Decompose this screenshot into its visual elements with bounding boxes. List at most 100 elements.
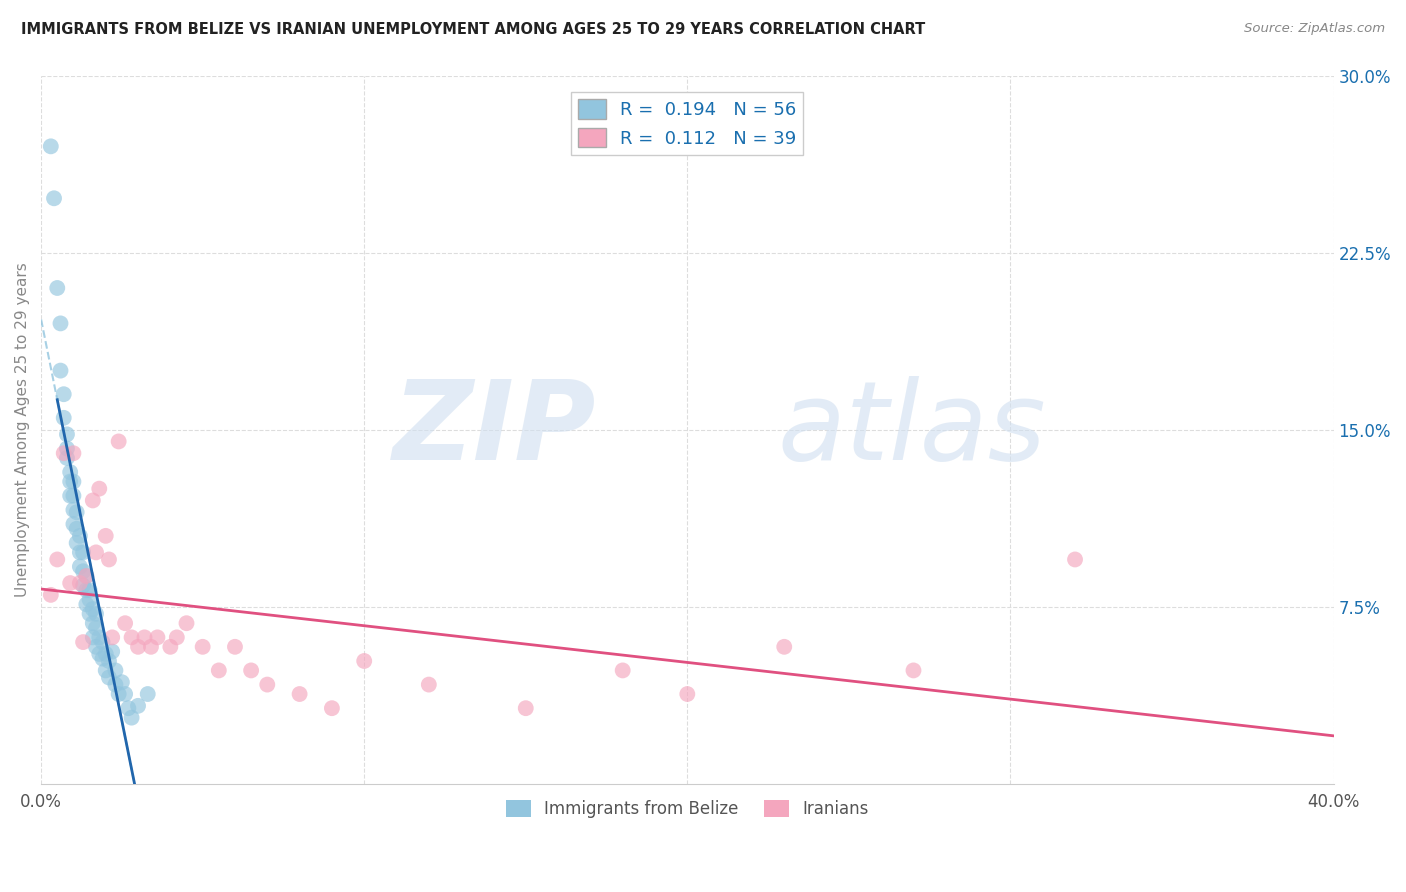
Point — [56, 442, 79, 456]
Point — [107, 687, 129, 701]
Point — [72, 545, 94, 559]
Point — [69, 545, 91, 559]
Point — [66, 536, 89, 550]
Point — [82, 616, 104, 631]
Point — [134, 631, 156, 645]
Point — [114, 687, 136, 701]
Point — [89, 482, 111, 496]
Point — [903, 664, 925, 678]
Point — [56, 427, 79, 442]
Point — [82, 493, 104, 508]
Point — [69, 576, 91, 591]
Point — [97, 671, 120, 685]
Text: Source: ZipAtlas.com: Source: ZipAtlas.com — [1244, 22, 1385, 36]
Point — [127, 698, 149, 713]
Point — [79, 607, 101, 621]
Point — [240, 664, 263, 678]
Point — [121, 711, 143, 725]
Point — [52, 446, 75, 460]
Point — [101, 644, 124, 658]
Point — [49, 363, 72, 377]
Point — [72, 635, 94, 649]
Point — [62, 503, 84, 517]
Point — [49, 317, 72, 331]
Point — [191, 640, 214, 654]
Point — [84, 607, 107, 621]
Point — [94, 647, 117, 661]
Point — [353, 654, 375, 668]
Point — [159, 640, 181, 654]
Point — [114, 616, 136, 631]
Point — [91, 635, 114, 649]
Point — [79, 592, 101, 607]
Text: ZIP: ZIP — [394, 376, 596, 483]
Point — [62, 446, 84, 460]
Point — [515, 701, 537, 715]
Text: IMMIGRANTS FROM BELIZE VS IRANIAN UNEMPLOYMENT AMONG AGES 25 TO 29 YEARS CORRELA: IMMIGRANTS FROM BELIZE VS IRANIAN UNEMPL… — [21, 22, 925, 37]
Point — [75, 569, 97, 583]
Point — [127, 640, 149, 654]
Point — [39, 139, 62, 153]
Point — [104, 664, 127, 678]
Point — [139, 640, 162, 654]
Point — [224, 640, 246, 654]
Point — [288, 687, 311, 701]
Point — [82, 602, 104, 616]
Point — [75, 597, 97, 611]
Point — [321, 701, 343, 715]
Point — [121, 631, 143, 645]
Point — [89, 647, 111, 661]
Point — [66, 505, 89, 519]
Point — [62, 475, 84, 489]
Point — [84, 621, 107, 635]
Point — [66, 522, 89, 536]
Point — [75, 583, 97, 598]
Legend: Immigrants from Belize, Iranians: Immigrants from Belize, Iranians — [499, 794, 875, 825]
Point — [59, 465, 82, 479]
Point — [72, 578, 94, 592]
Y-axis label: Unemployment Among Ages 25 to 29 years: Unemployment Among Ages 25 to 29 years — [15, 262, 30, 597]
Point — [176, 616, 198, 631]
Point — [56, 450, 79, 465]
Point — [46, 281, 69, 295]
Point — [62, 489, 84, 503]
Point — [62, 517, 84, 532]
Point — [117, 701, 139, 715]
Point — [52, 387, 75, 401]
Point — [101, 631, 124, 645]
Point — [107, 434, 129, 449]
Point — [104, 677, 127, 691]
Text: atlas: atlas — [778, 376, 1046, 483]
Point — [52, 410, 75, 425]
Point — [59, 489, 82, 503]
Point — [59, 475, 82, 489]
Point — [69, 529, 91, 543]
Point — [94, 529, 117, 543]
Point — [97, 552, 120, 566]
Point — [1064, 552, 1087, 566]
Point — [59, 576, 82, 591]
Point — [166, 631, 188, 645]
Point — [72, 564, 94, 578]
Point — [94, 664, 117, 678]
Point — [42, 191, 65, 205]
Point — [84, 640, 107, 654]
Point — [136, 687, 159, 701]
Point — [208, 664, 231, 678]
Point — [82, 631, 104, 645]
Point — [97, 654, 120, 668]
Point — [69, 559, 91, 574]
Point — [676, 687, 699, 701]
Point — [91, 651, 114, 665]
Point — [612, 664, 634, 678]
Point — [39, 588, 62, 602]
Point — [418, 677, 440, 691]
Point — [146, 631, 169, 645]
Point — [84, 545, 107, 559]
Point — [46, 552, 69, 566]
Point — [111, 675, 134, 690]
Point — [75, 569, 97, 583]
Point — [89, 631, 111, 645]
Point — [773, 640, 796, 654]
Point — [79, 583, 101, 598]
